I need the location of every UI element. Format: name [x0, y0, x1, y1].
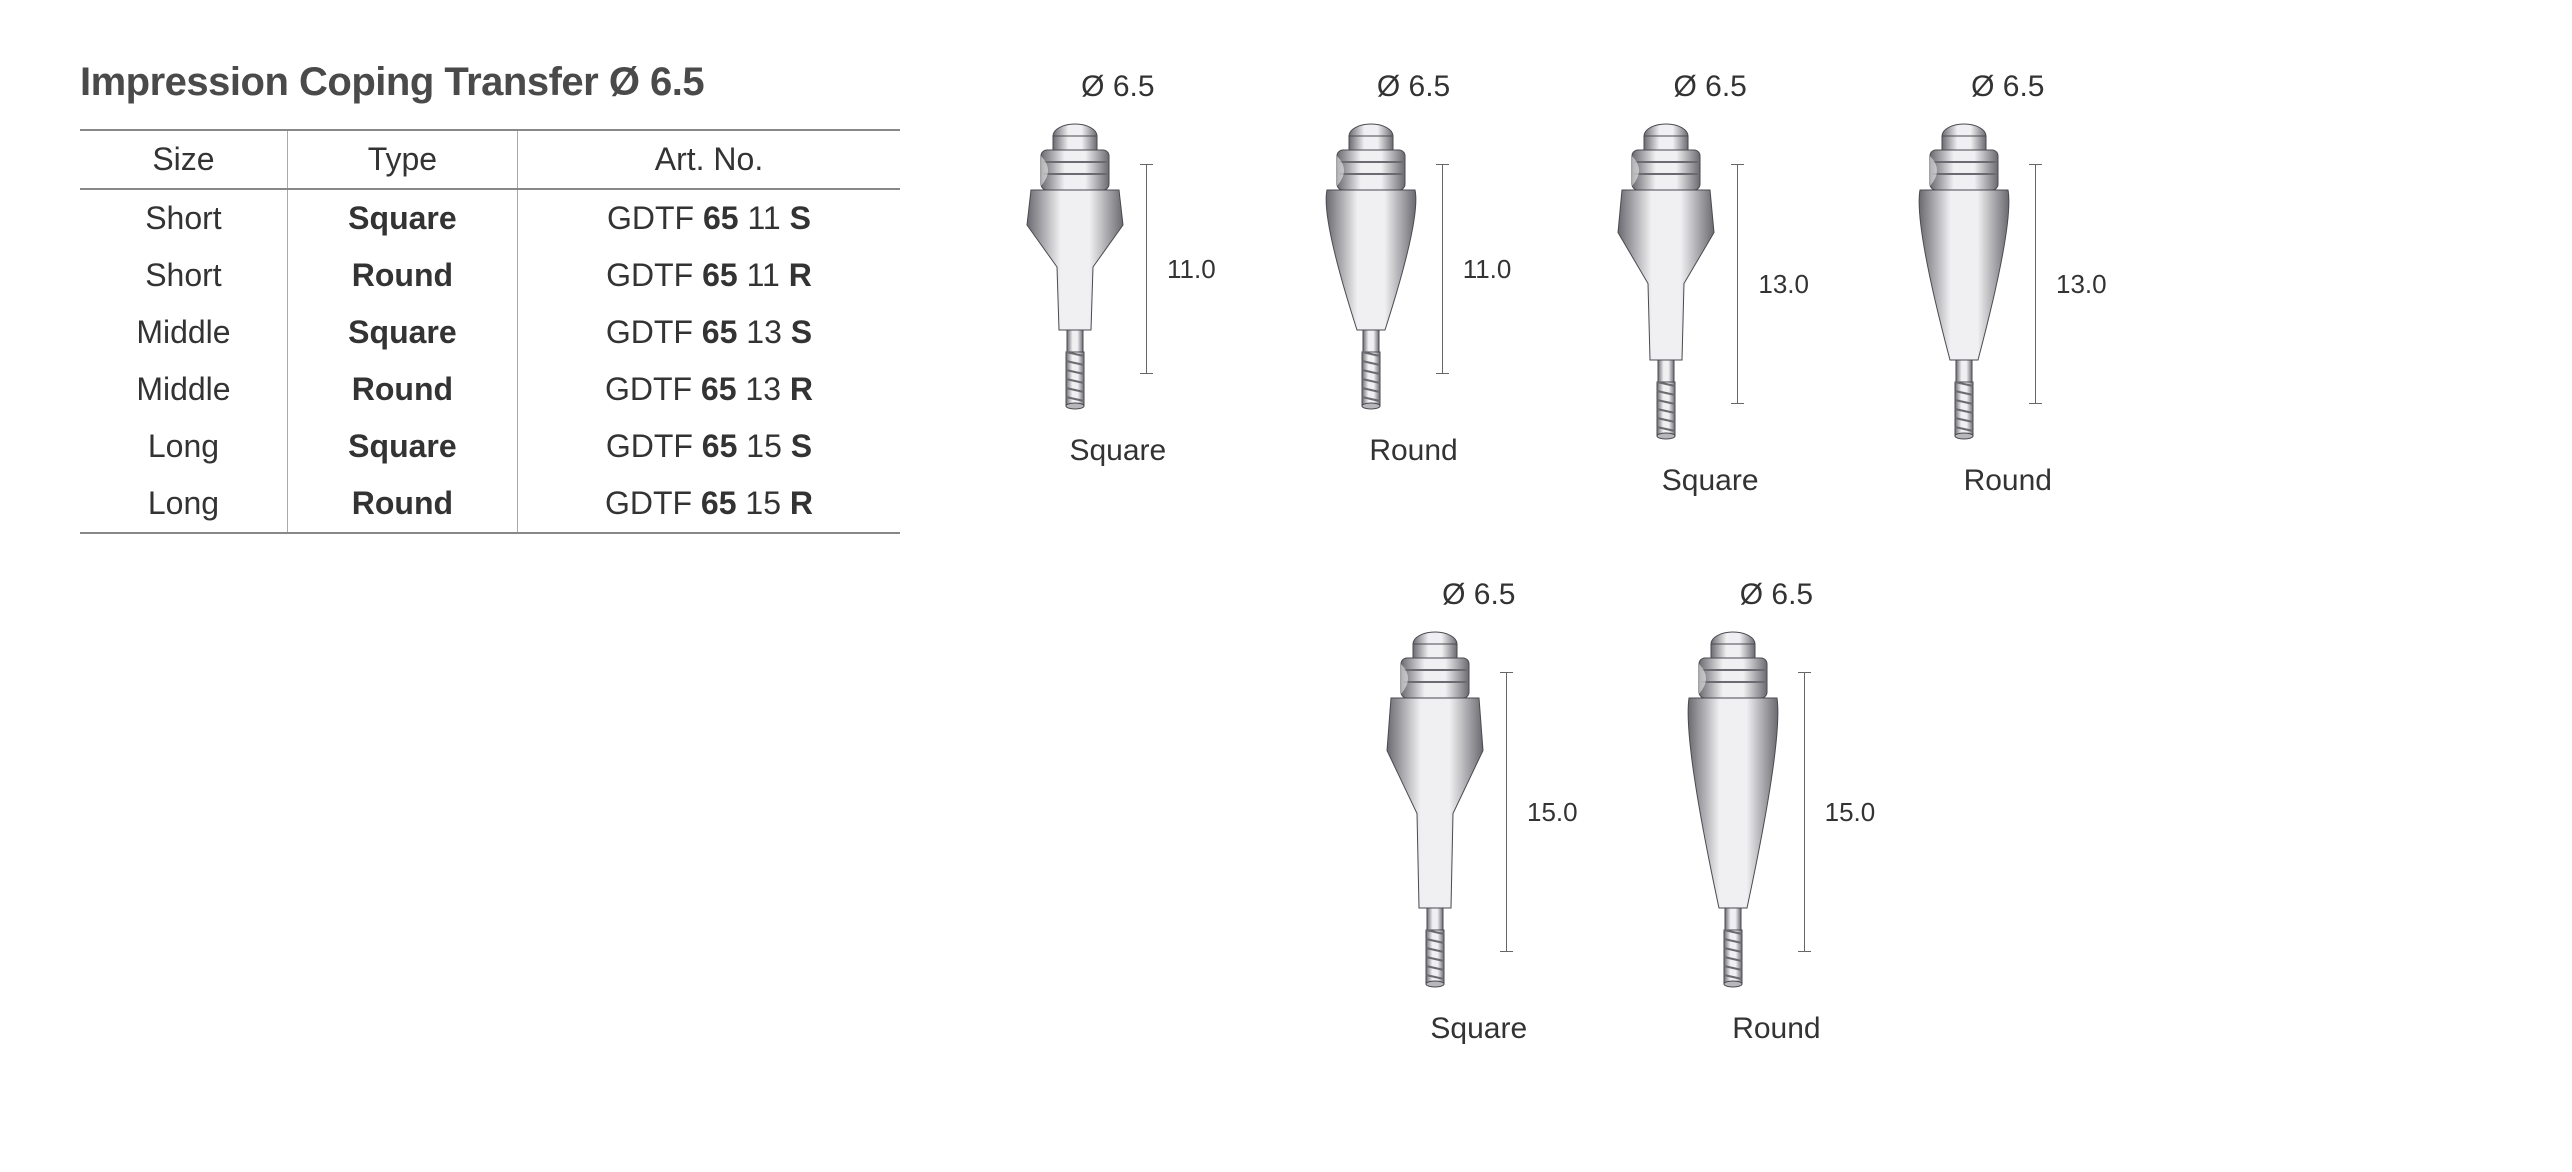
implant-icon [1380, 628, 1490, 996]
part-round-11.0: Ø 6.5 11.0 Round [1316, 70, 1512, 498]
diameter-label: Ø 6.5 [1081, 70, 1154, 104]
cell-artno: GDTF 65 11 S [517, 189, 900, 247]
table-row: ShortSquareGDTF 65 11 S [80, 189, 900, 247]
implant-icon [1020, 120, 1130, 418]
type-label: Square [1662, 464, 1759, 498]
cell-artno: GDTF 65 13 R [517, 361, 900, 418]
implant-icon [1678, 628, 1788, 996]
table-row: ShortRoundGDTF 65 11 R [80, 247, 900, 304]
parts-panel: Ø 6.5 11.0 Square Ø 6.5 [1020, 60, 2492, 1046]
dimension-indicator [1506, 672, 1507, 952]
type-label: Square [1430, 1012, 1527, 1046]
cell-type: Round [287, 361, 517, 418]
table-row: MiddleSquareGDTF 65 13 S [80, 304, 900, 361]
implant-icon [1316, 120, 1426, 418]
length-label: 11.0 [1463, 254, 1512, 285]
part-square-15.0: Ø 6.5 15.0 Square [1380, 578, 1578, 1046]
type-label: Round [1732, 1012, 1820, 1046]
dimension-indicator [1442, 164, 1443, 374]
length-label: 13.0 [1758, 269, 1809, 300]
cell-size: Middle [80, 304, 287, 361]
dimension-indicator [2035, 164, 2036, 404]
cell-size: Long [80, 475, 287, 533]
implant-icon [1909, 120, 2019, 448]
part-round-15.0: Ø 6.5 15.0 Round [1678, 578, 1876, 1046]
cell-artno: GDTF 65 15 S [517, 418, 900, 475]
section-title: Impression Coping Transfer Ø 6.5 [80, 60, 900, 105]
length-label: 13.0 [2056, 269, 2107, 300]
cell-size: Short [80, 247, 287, 304]
table-row: LongSquareGDTF 65 15 S [80, 418, 900, 475]
cell-type: Square [287, 418, 517, 475]
part-square-13.0: Ø 6.5 13.0 Square [1611, 70, 1809, 498]
diameter-label: Ø 6.5 [1740, 578, 1813, 612]
part-square-11.0: Ø 6.5 11.0 Square [1020, 70, 1216, 498]
dimension-indicator [1804, 672, 1805, 952]
cell-artno: GDTF 65 13 S [517, 304, 900, 361]
cell-size: Middle [80, 361, 287, 418]
length-label: 15.0 [1825, 797, 1876, 828]
length-label: 11.0 [1167, 254, 1216, 285]
cell-size: Long [80, 418, 287, 475]
spec-table: Size Type Art. No. ShortSquareGDTF 65 11… [80, 129, 900, 534]
cell-type: Square [287, 189, 517, 247]
diameter-label: Ø 6.5 [1971, 70, 2044, 104]
diameter-label: Ø 6.5 [1673, 70, 1746, 104]
cell-type: Round [287, 475, 517, 533]
type-label: Square [1069, 434, 1166, 468]
table-header-row: Size Type Art. No. [80, 130, 900, 189]
col-type: Type [287, 130, 517, 189]
type-label: Round [1369, 434, 1457, 468]
dimension-indicator [1146, 164, 1147, 374]
length-label: 15.0 [1527, 797, 1578, 828]
cell-artno: GDTF 65 11 R [517, 247, 900, 304]
col-artno: Art. No. [517, 130, 900, 189]
table-row: LongRoundGDTF 65 15 R [80, 475, 900, 533]
part-round-13.0: Ø 6.5 13.0 Round [1909, 70, 2107, 498]
dimension-indicator [1737, 164, 1738, 404]
table-row: MiddleRoundGDTF 65 13 R [80, 361, 900, 418]
cell-type: Square [287, 304, 517, 361]
cell-type: Round [287, 247, 517, 304]
type-label: Round [1964, 464, 2052, 498]
spec-section: Impression Coping Transfer Ø 6.5 Size Ty… [80, 60, 900, 534]
cell-size: Short [80, 189, 287, 247]
cell-artno: GDTF 65 15 R [517, 475, 900, 533]
diameter-label: Ø 6.5 [1442, 578, 1515, 612]
implant-icon [1611, 120, 1721, 448]
col-size: Size [80, 130, 287, 189]
diameter-label: Ø 6.5 [1377, 70, 1450, 104]
